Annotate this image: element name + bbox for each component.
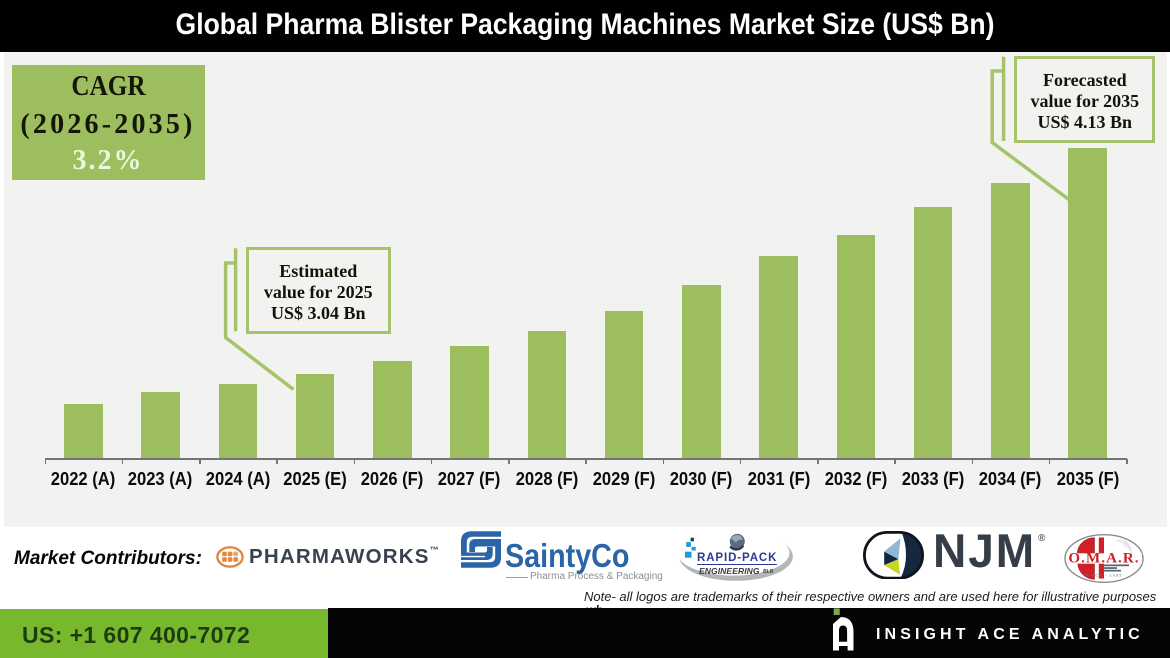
svg-text:O.M.A.R.: O.M.A.R. [1068, 550, 1139, 566]
svg-text:SINCE - 1985: SINCE - 1985 [1086, 572, 1123, 577]
